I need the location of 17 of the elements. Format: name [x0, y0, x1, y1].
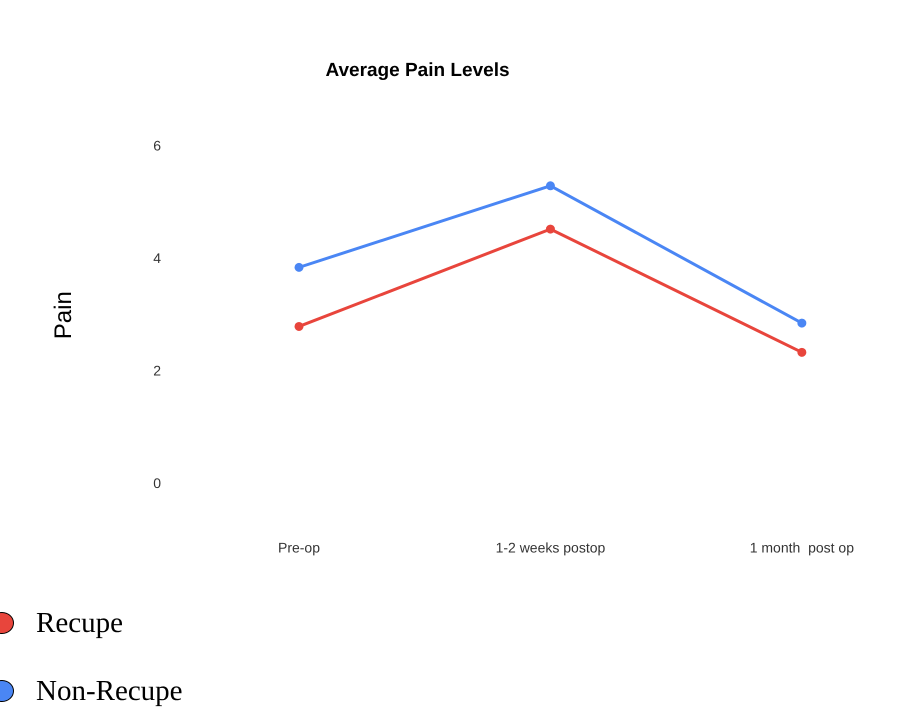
point: [546, 224, 555, 234]
chart-title: Average Pain Levels: [325, 60, 510, 82]
legend-label: Recupe: [36, 606, 123, 640]
point: [797, 318, 806, 328]
y-tick-label: 4: [153, 250, 162, 266]
point: [546, 181, 555, 190]
point: [294, 322, 304, 331]
y-tick-label: 6: [153, 137, 162, 154]
y-axis-title: Pain: [50, 291, 78, 340]
x-tick-label: 1 month post op: [750, 539, 854, 556]
point: [797, 348, 806, 357]
y-tick-label: 2: [153, 362, 162, 378]
x-tick-label: 1-2 weeks postop: [496, 539, 606, 556]
x-tick-label: Pre-op: [278, 539, 320, 556]
legend-label: Non-Recupe: [36, 674, 183, 708]
point: [294, 262, 304, 272]
y-tick-label: 0: [153, 474, 162, 491]
